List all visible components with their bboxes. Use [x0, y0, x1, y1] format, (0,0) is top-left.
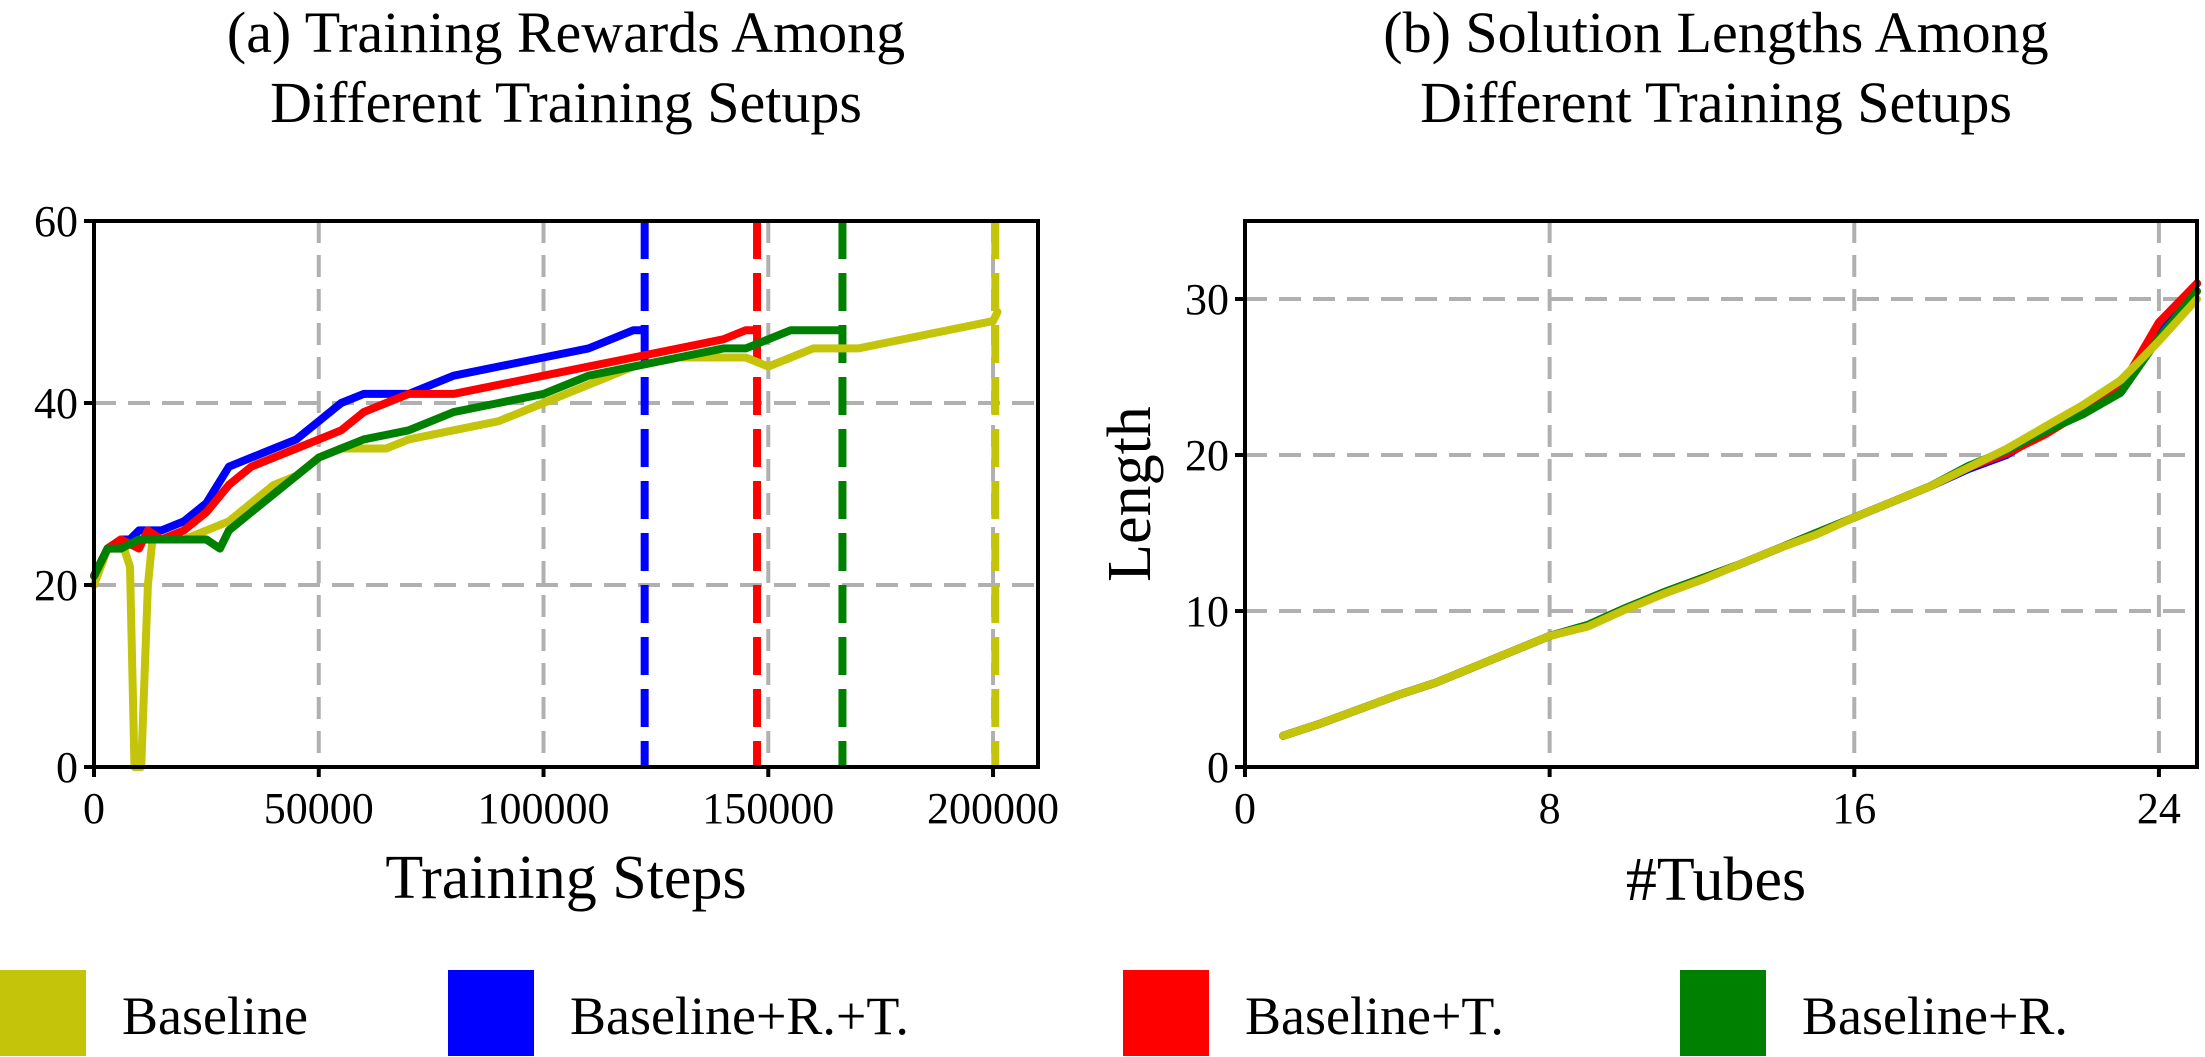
legend-swatch-3	[1680, 970, 1766, 1056]
b-series-baseline-r	[1279, 287, 2201, 740]
chart-b-series	[1279, 279, 2201, 740]
chart-b-plot-frame	[1243, 219, 2199, 769]
b-xtick-label-2: 16	[1832, 784, 1876, 833]
chart-a-end-markers	[640, 221, 1000, 767]
chart-b-ylabel: Length	[1096, 406, 1164, 582]
chart-a-grid	[94, 221, 1038, 767]
a-xtick-label-4: 200000	[927, 784, 1059, 833]
b-series-baseline	[1279, 295, 2201, 740]
b-ytick-label-3: 30	[1185, 275, 1229, 324]
chart-a-series	[90, 308, 1002, 771]
chart-b-grid	[1245, 221, 2197, 767]
a-series-baseline	[90, 308, 1002, 771]
b-xtick-label-3: 24	[2137, 784, 2181, 833]
a-xtick-label-1: 50000	[264, 784, 374, 833]
a-series-baseline-t	[90, 326, 759, 580]
b-ytick-label-1: 10	[1185, 587, 1229, 636]
chart-solution-lengths: (b) Solution Lengths Among Different Tra…	[1096, 0, 2201, 914]
a-ytick-label-3: 60	[34, 197, 78, 246]
chart-b-title-line1: (b) Solution Lengths Among	[1383, 0, 2048, 65]
b-xtick-label-1: 8	[1539, 784, 1561, 833]
b-ytick-label-0: 0	[1207, 743, 1229, 792]
chart-b-ticks: 0 8 16 24 0 10 20 30	[1185, 275, 2181, 833]
legend: Baseline Baseline+R.+T. Baseline+T. Baselin…	[0, 970, 2068, 1056]
a-series-baseline-r	[90, 326, 845, 580]
legend-swatch-1	[448, 970, 534, 1056]
chart-training-rewards: (a) Training Rewards Among Different Tra…	[34, 0, 1059, 912]
b-xtick-label-0: 0	[1234, 784, 1256, 833]
b-ytick-label-2: 20	[1185, 431, 1229, 480]
b-series-baseline-r-t	[1279, 279, 2201, 740]
legend-label-1: Baseline+R.+T.	[570, 986, 909, 1046]
legend-label-2: Baseline+T.	[1245, 986, 1504, 1046]
a-ytick-label-2: 40	[34, 379, 78, 428]
a-xtick-label-3: 150000	[702, 784, 834, 833]
legend-swatch-2	[1123, 970, 1209, 1056]
chart-b-title-line2: Different Training Setups	[1420, 70, 2012, 135]
chart-a-ticks: 0 50000 100000 150000 200000 0 20 40 60	[34, 197, 1059, 833]
chart-a-title-line2: Different Training Setups	[270, 70, 862, 135]
chart-a-title-line1: (a) Training Rewards Among	[227, 0, 905, 65]
a-ytick-label-1: 20	[34, 561, 78, 610]
a-series-baseline-r-t	[90, 326, 647, 580]
legend-swatch-0	[0, 970, 86, 1056]
legend-label-3: Baseline+R.	[1802, 986, 2068, 1046]
a-xtick-label-2: 100000	[478, 784, 610, 833]
chart-b-xlabel: #Tubes	[1626, 846, 1806, 914]
a-xtick-label-0: 0	[83, 784, 105, 833]
chart-a-plot-frame	[92, 219, 1040, 769]
legend-label-0: Baseline	[122, 986, 308, 1046]
a-ytick-label-0: 0	[56, 743, 78, 792]
b-series-baseline-t	[1279, 279, 2201, 740]
chart-a-xlabel: Training Steps	[385, 844, 746, 912]
